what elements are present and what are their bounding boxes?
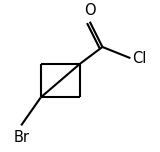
Text: Br: Br	[13, 130, 29, 145]
Text: O: O	[84, 3, 96, 17]
Text: Cl: Cl	[132, 51, 147, 66]
